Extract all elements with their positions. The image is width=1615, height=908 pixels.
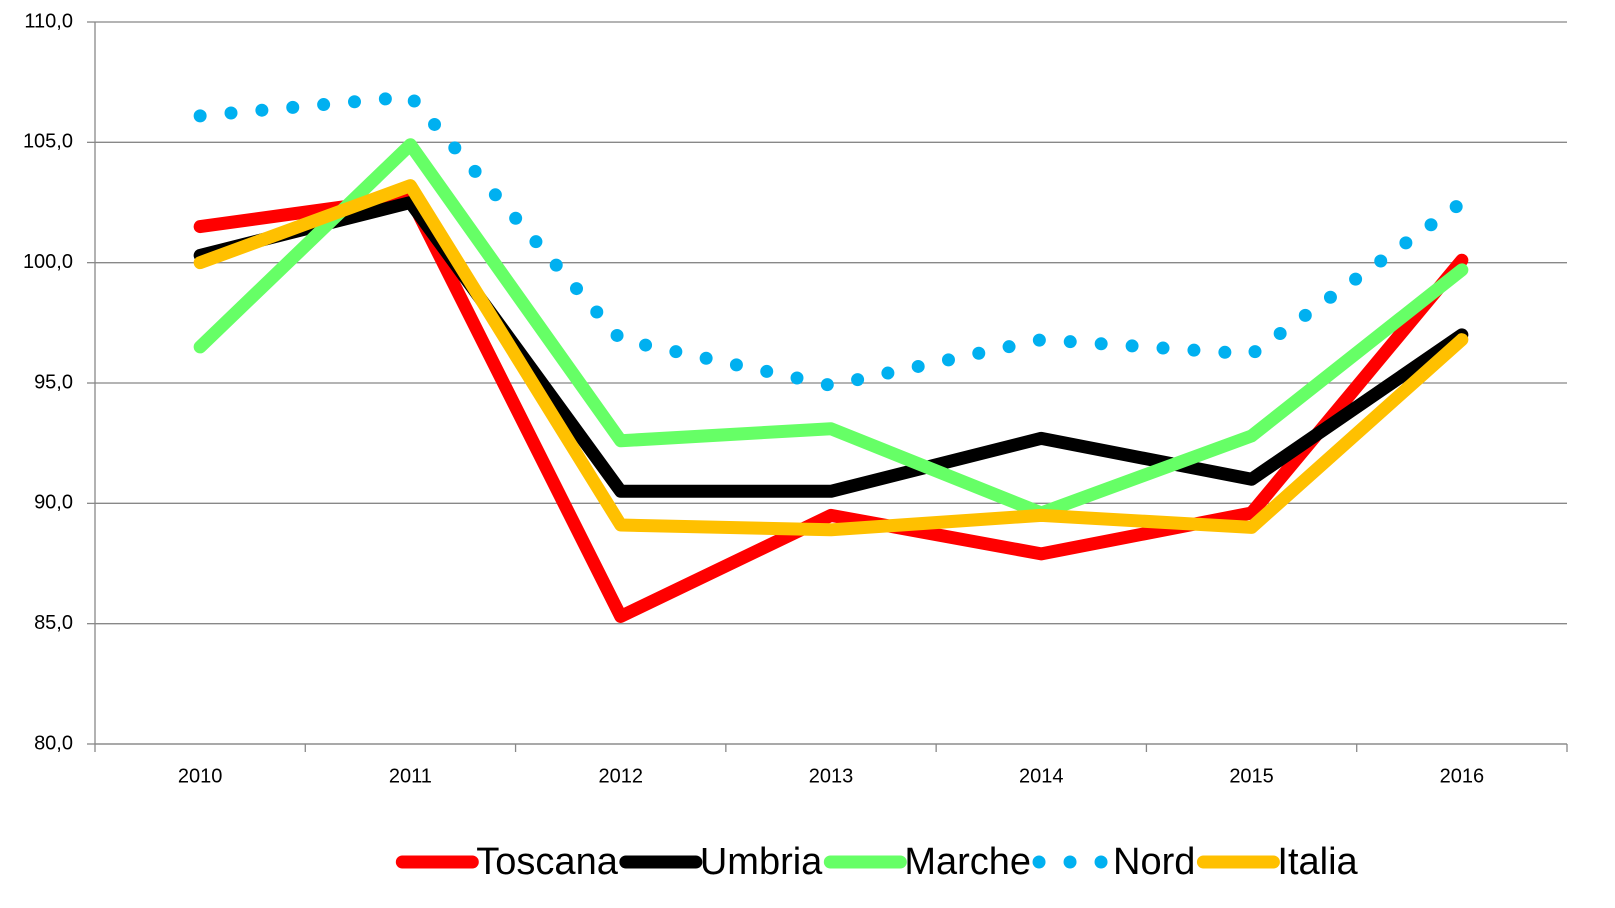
x-tick-label: 2014 [1019,765,1064,787]
series-line [193,191,1469,623]
x-tick-label: 2013 [809,765,854,787]
y-tick-label: 95,0 [34,371,73,393]
x-tick-label: 2016 [1440,765,1485,787]
y-tick-label: 100,0 [23,251,73,273]
series-line [193,90,1469,392]
y-tick-label: 110,0 [24,10,73,32]
y-tick-label: 90,0 [34,492,73,514]
series-line [193,179,1469,537]
legend-label: Toscana [476,841,618,883]
y-tick-label: 80,0 [34,732,73,754]
legend-label: Marche [904,841,1031,883]
x-tick-label: 2011 [389,765,432,787]
legend-label: Nord [1113,841,1195,883]
legend-label: Umbria [700,841,823,883]
y-tick-label: 85,0 [34,612,73,634]
series-line [193,196,1469,498]
x-tick-label: 2010 [178,765,223,787]
x-tick-label: 2015 [1229,765,1274,787]
series-line [193,138,1469,520]
y-tick-label: 105,0 [23,131,73,153]
legend-label: Italia [1277,841,1358,883]
x-tick-label: 2012 [598,765,643,787]
